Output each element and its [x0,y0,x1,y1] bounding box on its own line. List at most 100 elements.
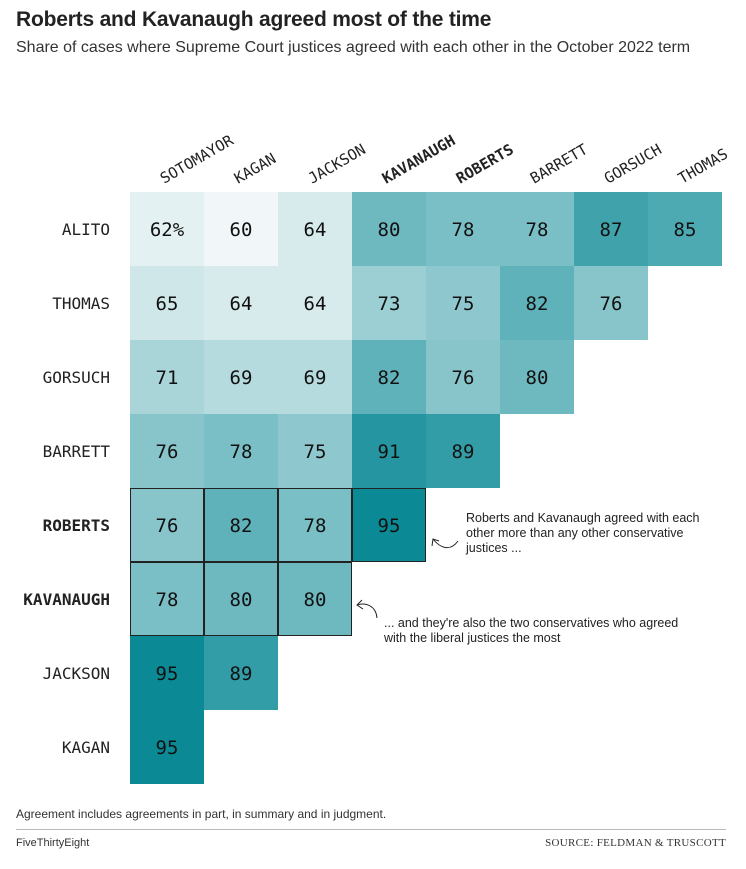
cell-value-label: 71 [156,367,179,389]
heatmap-cell-jackson-sotomayor [130,636,204,710]
column-label-roberts: ROBERTS [453,140,517,187]
column-label-kagan: KAGAN [231,149,279,187]
heatmap-cell-gorsuch-jackson [278,340,352,414]
heatmap-cell-roberts-sotomayor [130,488,204,562]
cell-value-label: 95 [378,515,401,537]
heatmap-cell-alito-gorsuch [574,192,648,266]
column-label-barrett: BARRETT [527,140,591,187]
heatmap-cell-gorsuch-roberts [426,340,500,414]
row-label-jackson: JACKSON [43,664,110,683]
heatmap-cell-roberts-kavanaugh [352,488,426,562]
footnote: Agreement includes agreements in part, i… [16,807,387,821]
heatmap-cell-kavanaugh-sotomayor [130,562,204,636]
cell-value-label: 78 [304,515,327,537]
cell-value-label: 78 [230,441,253,463]
cell-value-label: 82 [526,293,549,315]
cell-value-label: 64 [304,219,327,241]
row-label-gorsuch: GORSUCH [43,368,110,387]
footer-divider [16,829,726,830]
heatmap-cell-alito-kavanaugh [352,192,426,266]
cell-value-label: 64 [304,293,327,315]
annotation-arrow-head-1 [431,538,440,547]
cell-value-label: 64 [230,293,253,315]
heatmap-cell-thomas-gorsuch [574,266,648,340]
cell-value-label: 76 [452,367,475,389]
brand-credit: FiveThirtyEight [16,837,90,849]
cell-value-label: 91 [378,441,401,463]
heatmap-cell-thomas-barrett [500,266,574,340]
row-label-roberts: ROBERTS [43,516,110,535]
cell-value-label: 75 [304,441,327,463]
annotation-roberts-kavanaugh: Roberts and Kavanaugh agreed with each o… [466,511,700,555]
row-label-alito: ALITO [62,220,110,239]
heatmap-cell-barrett-kagan [204,414,278,488]
heatmap-cell-gorsuch-sotomayor [130,340,204,414]
cell-value-label: 76 [156,441,179,463]
heatmap-cell-alito-roberts [426,192,500,266]
heatmap-cell-kagan-sotomayor [130,710,204,784]
row-label-barrett: BARRETT [43,442,111,461]
heatmap-cell-gorsuch-kavanaugh [352,340,426,414]
highlight-cell-border [278,562,352,636]
heatmap-cell-alito-jackson [278,192,352,266]
row-label-kavanaugh: KAVANAUGH [23,590,110,609]
row-labels: ALITO THOMAS GORSUCH BARRETT ROBERTS KAVANAUG… [23,220,110,757]
heatmap-cells: 62% 60 64 80 78 78 87 85 65 64 64 73 75 82 76 71 69 69 82 7… [130,192,722,784]
annotation-arrow-head-2 [356,599,364,610]
source-credit: SOURCE: FELDMAN & TRUSCOTT [545,837,726,849]
cell-value-label: 85 [674,219,697,241]
highlight-cell-border [130,488,204,562]
column-label-jackson: JACKSON [305,140,369,187]
cell-value-label: 82 [378,367,401,389]
heatmap-cell-alito-thomas [648,192,722,266]
cell-value-label: 76 [156,515,179,537]
highlight-cell-border [352,488,426,562]
heatmap-cell-barrett-sotomayor [130,414,204,488]
cell-value-label: 89 [230,663,253,685]
heatmap-cell-barrett-jackson [278,414,352,488]
cell-value-label: 95 [156,737,179,759]
chart-title: Roberts and Kavanaugh agreed most of the… [16,8,492,31]
heatmap-cell-gorsuch-kagan [204,340,278,414]
heatmap-cell-roberts-kagan [204,488,278,562]
highlight-cell-border [204,562,278,636]
heatmap-cell-barrett-roberts [426,414,500,488]
cell-value-label: 82 [230,515,253,537]
cell-value-label: 95 [156,663,179,685]
highlight-cell-border [278,488,352,562]
heatmap-cell-kavanaugh-jackson [278,562,352,636]
annotation-arrows [356,538,459,619]
heatmap-cell-gorsuch-barrett [500,340,574,414]
cell-value-label: 76 [600,293,623,315]
annotation-arrow-2 [356,603,378,619]
heatmap-cell-kavanaugh-kagan [204,562,278,636]
agreement-heatmap: 62% 60 64 80 78 78 87 85 65 64 64 73 75 82 76 71 69 69 82 7… [23,131,731,784]
cell-value-label: 60 [230,219,253,241]
heatmap-cell-thomas-kavanaugh [352,266,426,340]
cell-value-label: 80 [526,367,549,389]
column-label-thomas: THOMAS [675,145,731,188]
highlight-cell-border [204,488,278,562]
annotation-arrow-1 [432,538,459,549]
heatmap-cell-jackson-kagan [204,636,278,710]
cell-value-label: 73 [378,293,401,315]
heatmap-cell-barrett-kavanaugh [352,414,426,488]
cell-value-label: 80 [304,589,327,611]
heatmap-cell-alito-barrett [500,192,574,266]
annotation-liberal-agreement: ... and they're also the two conservativ… [384,616,679,645]
cell-value-label: 62% [150,219,185,241]
heatmap-cell-thomas-roberts [426,266,500,340]
heatmap-cell-roberts-jackson [278,488,352,562]
heatmap-cell-thomas-kagan [204,266,278,340]
cell-value-label: 78 [452,219,475,241]
cell-value-label: 78 [526,219,549,241]
column-label-kavanaugh: KAVANAUGH [379,131,458,187]
chart-subtitle: Share of cases where Supreme Court justi… [16,39,691,56]
cell-value-label: 69 [304,367,327,389]
heatmap-cell-alito-kagan [204,192,278,266]
heatmap-cell-alito-sotomayor [130,192,204,266]
row-label-thomas: THOMAS [52,294,110,313]
cell-value-label: 80 [230,589,253,611]
column-label-gorsuch: GORSUCH [601,140,665,187]
